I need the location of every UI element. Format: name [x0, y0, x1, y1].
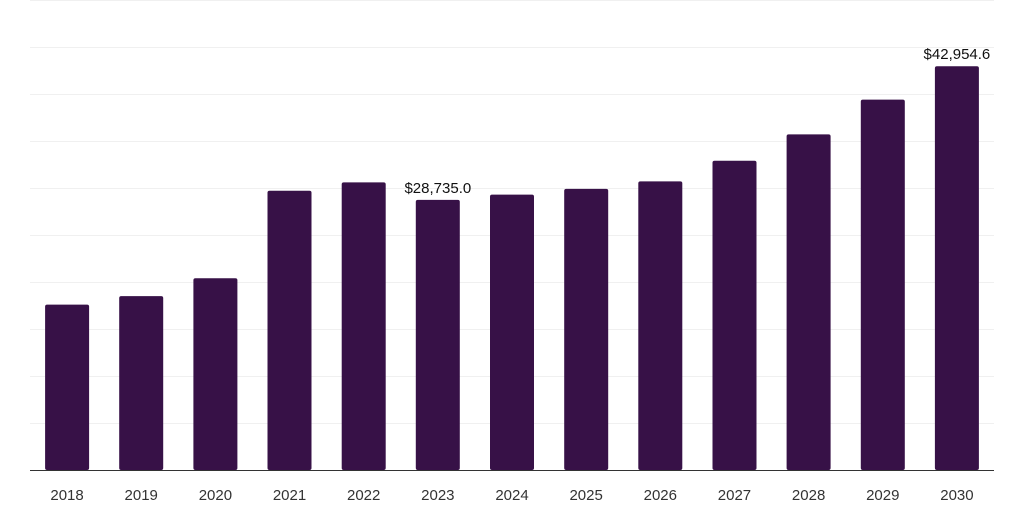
data-label-2030: $42,954.6 — [924, 46, 991, 63]
bar-2025 — [564, 188, 609, 470]
x-tick-2028: 2028 — [792, 487, 825, 504]
x-tick-2026: 2026 — [644, 487, 677, 504]
bar-2018 — [45, 304, 90, 470]
x-tick-2027: 2027 — [718, 487, 751, 504]
x-tick-2024: 2024 — [495, 487, 528, 504]
data-label-2023: $28,735.0 — [404, 180, 471, 197]
bar-2023 — [415, 199, 460, 470]
bar-2021 — [267, 190, 312, 471]
bar-2028 — [786, 134, 831, 470]
x-tick-2020: 2020 — [199, 487, 232, 504]
x-tick-2023: 2023 — [421, 487, 454, 504]
bar-2027 — [712, 160, 757, 470]
bar-2030 — [934, 66, 979, 470]
bar-2026 — [638, 181, 683, 470]
x-tick-2030: 2030 — [940, 487, 973, 504]
bar-2019 — [119, 296, 164, 470]
x-tick-2021: 2021 — [273, 487, 306, 504]
x-tick-2029: 2029 — [866, 487, 899, 504]
data-labels: $28,735.0 $42,954.6 — [404, 46, 990, 197]
bar-2022 — [341, 182, 386, 470]
bar-2024 — [490, 194, 534, 470]
bars — [45, 66, 979, 471]
x-tick-2018: 2018 — [50, 487, 83, 504]
x-tick-2025: 2025 — [569, 487, 602, 504]
bar-2029 — [860, 99, 905, 470]
x-tick-2022: 2022 — [347, 487, 380, 504]
bar-2020 — [193, 278, 238, 470]
x-tick-labels: 2018 2019 2020 2021 2022 2023 2024 2025 2026 2027… — [50, 487, 973, 504]
x-tick-2019: 2019 — [125, 487, 158, 504]
